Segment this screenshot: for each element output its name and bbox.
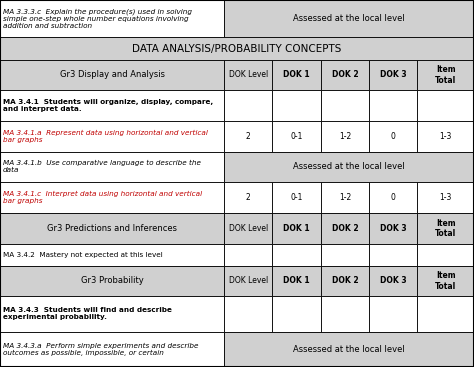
- Text: Item
Total: Item Total: [435, 65, 456, 85]
- Bar: [224, 90, 273, 121]
- Bar: [417, 59, 474, 90]
- Bar: [321, 59, 369, 90]
- Bar: [0, 90, 224, 121]
- Text: 1-2: 1-2: [339, 132, 351, 141]
- Text: MA 3.3.3.c  Explain the procedure(s) used in solving
simple one-step whole numbe: MA 3.3.3.c Explain the procedure(s) used…: [3, 8, 192, 29]
- Text: 0-1: 0-1: [291, 193, 303, 202]
- Text: Item
Total: Item Total: [435, 218, 456, 238]
- Bar: [369, 59, 417, 90]
- Text: MA 3.4.3  Students will find and describe
experimental probability.: MA 3.4.3 Students will find and describe…: [3, 308, 172, 320]
- Bar: [369, 121, 417, 152]
- Text: 2: 2: [246, 193, 251, 202]
- Bar: [224, 152, 474, 182]
- Bar: [273, 244, 321, 266]
- Text: 1-2: 1-2: [339, 193, 351, 202]
- Text: DOK 1: DOK 1: [283, 224, 310, 233]
- Text: MA 3.4.2  Mastery not expected at this level: MA 3.4.2 Mastery not expected at this le…: [3, 252, 163, 258]
- Bar: [224, 121, 273, 152]
- Text: DOK 3: DOK 3: [380, 70, 407, 79]
- Bar: [273, 182, 321, 213]
- Bar: [224, 244, 273, 266]
- Bar: [417, 213, 474, 244]
- Bar: [0, 121, 224, 152]
- Text: DOK 1: DOK 1: [283, 276, 310, 286]
- Bar: [0, 37, 474, 59]
- Bar: [273, 59, 321, 90]
- Text: DOK Level: DOK Level: [229, 70, 268, 79]
- Text: 1-3: 1-3: [439, 193, 452, 202]
- Text: 0: 0: [391, 193, 396, 202]
- Bar: [321, 182, 369, 213]
- Text: MA 3.4.1  Students will organize, display, compare,
and interpret data.: MA 3.4.1 Students will organize, display…: [3, 99, 213, 112]
- Bar: [369, 296, 417, 332]
- Bar: [369, 213, 417, 244]
- Bar: [0, 182, 224, 213]
- Text: 0-1: 0-1: [291, 132, 303, 141]
- Text: DOK Level: DOK Level: [229, 224, 268, 233]
- Text: MA 3.4.1.b  Use comparative language to describe the
data: MA 3.4.1.b Use comparative language to d…: [3, 160, 201, 174]
- Bar: [224, 213, 273, 244]
- Bar: [273, 90, 321, 121]
- Bar: [321, 296, 369, 332]
- Text: DOK 2: DOK 2: [332, 224, 358, 233]
- Bar: [224, 296, 273, 332]
- Text: Assessed at the local level: Assessed at the local level: [293, 345, 405, 354]
- Text: DOK Level: DOK Level: [229, 276, 268, 286]
- Text: 2: 2: [246, 132, 251, 141]
- Text: Gr3 Display and Analysis: Gr3 Display and Analysis: [60, 70, 164, 79]
- Bar: [321, 244, 369, 266]
- Text: Gr3 Probability: Gr3 Probability: [81, 276, 144, 286]
- Bar: [321, 90, 369, 121]
- Text: MA 3.4.1.a  Represent data using horizontal and vertical
bar graphs: MA 3.4.1.a Represent data using horizont…: [3, 130, 208, 143]
- Bar: [321, 213, 369, 244]
- Bar: [224, 0, 474, 37]
- Bar: [417, 266, 474, 296]
- Bar: [0, 213, 224, 244]
- Bar: [417, 182, 474, 213]
- Bar: [0, 332, 224, 367]
- Text: DATA ANALYSIS/PROBABILITY CONCEPTS: DATA ANALYSIS/PROBABILITY CONCEPTS: [132, 44, 342, 54]
- Bar: [321, 121, 369, 152]
- Text: Item
Total: Item Total: [435, 271, 456, 291]
- Bar: [273, 266, 321, 296]
- Text: Gr3 Predictions and Inferences: Gr3 Predictions and Inferences: [47, 224, 177, 233]
- Text: MA 3.4.1.c  Interpret data using horizontal and vertical
bar graphs: MA 3.4.1.c Interpret data using horizont…: [3, 191, 202, 204]
- Text: Assessed at the local level: Assessed at the local level: [293, 14, 405, 23]
- Bar: [0, 152, 224, 182]
- Text: DOK 3: DOK 3: [380, 224, 407, 233]
- Bar: [417, 296, 474, 332]
- Bar: [0, 59, 224, 90]
- Bar: [321, 266, 369, 296]
- Bar: [224, 332, 474, 367]
- Text: 0: 0: [391, 132, 396, 141]
- Bar: [369, 90, 417, 121]
- Bar: [417, 90, 474, 121]
- Bar: [0, 0, 224, 37]
- Bar: [224, 182, 273, 213]
- Bar: [417, 244, 474, 266]
- Text: DOK 3: DOK 3: [380, 276, 407, 286]
- Bar: [224, 59, 273, 90]
- Bar: [0, 244, 224, 266]
- Text: 1-3: 1-3: [439, 132, 452, 141]
- Text: DOK 2: DOK 2: [332, 70, 358, 79]
- Bar: [224, 266, 273, 296]
- Bar: [273, 296, 321, 332]
- Bar: [0, 266, 224, 296]
- Bar: [417, 121, 474, 152]
- Text: Assessed at the local level: Assessed at the local level: [293, 162, 405, 171]
- Bar: [369, 182, 417, 213]
- Bar: [273, 121, 321, 152]
- Bar: [369, 244, 417, 266]
- Text: MA 3.4.3.a  Perform simple experiments and describe
outcomes as possible, imposs: MA 3.4.3.a Perform simple experiments an…: [3, 343, 198, 356]
- Bar: [273, 213, 321, 244]
- Bar: [369, 266, 417, 296]
- Text: DOK 1: DOK 1: [283, 70, 310, 79]
- Bar: [0, 296, 224, 332]
- Text: DOK 2: DOK 2: [332, 276, 358, 286]
